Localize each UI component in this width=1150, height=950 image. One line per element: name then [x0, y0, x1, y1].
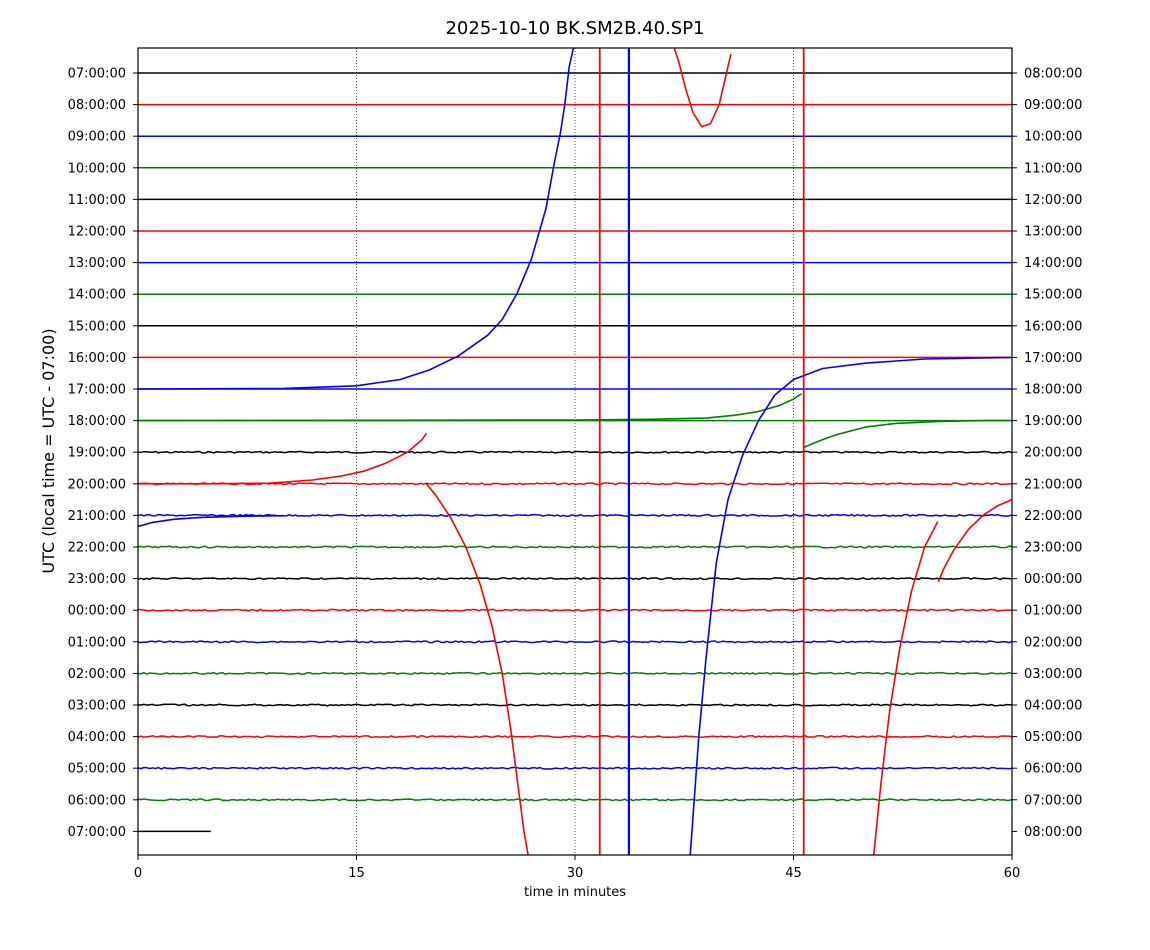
left-tick-label: 13:00:00	[68, 256, 126, 271]
left-tick-label: 06:00:00	[68, 793, 126, 808]
event-curve	[138, 48, 575, 390]
left-tick-label: 22:00:00	[68, 541, 126, 556]
right-tick-label: 16:00:00	[1024, 319, 1082, 334]
right-tick-label: 03:00:00	[1024, 667, 1082, 682]
right-tick-label: 02:00:00	[1024, 635, 1082, 650]
event-curve	[138, 514, 284, 528]
x-tick-label: 30	[567, 866, 584, 881]
row-trace	[138, 766, 1012, 770]
left-tick-label: 10:00:00	[68, 161, 126, 176]
left-tick-label: 18:00:00	[68, 414, 126, 429]
left-tick-label: 15:00:00	[68, 319, 126, 334]
right-tick-label: 15:00:00	[1024, 288, 1082, 303]
right-tick-label: 01:00:00	[1024, 604, 1082, 619]
left-tick-label: 12:00:00	[68, 225, 126, 240]
left-tick-label: 00:00:00	[68, 604, 126, 619]
left-tick-label: 02:00:00	[68, 667, 126, 682]
right-tick-label: 09:00:00	[1024, 98, 1082, 113]
right-tick-label: 23:00:00	[1024, 541, 1082, 556]
x-axis-label: time in minutes	[524, 885, 626, 900]
right-tick-label: 08:00:00	[1024, 67, 1082, 82]
x-tick-label: 45	[785, 866, 802, 881]
right-tick-label: 04:00:00	[1024, 699, 1082, 714]
row-trace	[138, 735, 1012, 739]
right-tick-label: 05:00:00	[1024, 730, 1082, 745]
left-tick-label: 07:00:00	[68, 67, 126, 82]
x-tick-label: 15	[348, 866, 365, 881]
left-tick-label: 21:00:00	[68, 509, 126, 524]
row-traces	[138, 72, 1012, 833]
row-trace	[138, 703, 1012, 707]
right-tick-label: 08:00:00	[1024, 825, 1082, 840]
row-trace	[138, 608, 1012, 612]
left-y-axis: 07:00:00 08:00:00 09:00:00 10:00:00 11:00:00…	[68, 67, 138, 840]
right-tick-label: 21:00:00	[1024, 477, 1082, 492]
left-tick-label: 14:00:00	[68, 288, 126, 303]
row-trace	[138, 450, 1012, 454]
row-trace	[138, 576, 1012, 581]
right-tick-label: 12:00:00	[1024, 193, 1082, 208]
right-tick-label: 14:00:00	[1024, 256, 1082, 271]
y-axis-label: UTC (local time = UTC - 07:00)	[39, 328, 58, 573]
left-tick-label: 20:00:00	[68, 477, 126, 492]
left-tick-label: 11:00:00	[68, 193, 126, 208]
x-tick-label: 60	[1004, 866, 1021, 881]
right-tick-label: 19:00:00	[1024, 414, 1082, 429]
right-tick-label: 22:00:00	[1024, 509, 1082, 524]
left-tick-label: 05:00:00	[68, 762, 126, 777]
event-curve	[937, 498, 1012, 583]
right-tick-label: 13:00:00	[1024, 225, 1082, 240]
row-trace	[138, 640, 1012, 644]
row-trace	[138, 482, 1012, 486]
left-tick-label: 17:00:00	[68, 383, 126, 398]
left-tick-label: 03:00:00	[68, 699, 126, 714]
event-curve	[872, 521, 939, 855]
right-tick-label: 11:00:00	[1024, 161, 1082, 176]
right-tick-label: 18:00:00	[1024, 383, 1082, 398]
left-tick-label: 04:00:00	[68, 730, 126, 745]
event-curve	[138, 432, 428, 485]
right-tick-label: 17:00:00	[1024, 351, 1082, 366]
event-curve	[425, 483, 529, 855]
left-tick-label: 09:00:00	[68, 130, 126, 145]
event-curve	[673, 48, 732, 128]
right-tick-label: 20:00:00	[1024, 446, 1082, 461]
x-axis: 0 15 30 45 60	[134, 855, 1020, 881]
left-tick-label: 19:00:00	[68, 446, 126, 461]
event-curve	[689, 356, 1012, 855]
right-tick-label: 10:00:00	[1024, 130, 1082, 145]
event-curve	[803, 419, 1012, 449]
chart-title: 2025-10-10 BK.SM2B.40.SP1	[445, 18, 704, 39]
x-tick-label: 0	[134, 866, 142, 881]
left-tick-label: 07:00:00	[68, 825, 126, 840]
right-tick-label: 00:00:00	[1024, 572, 1082, 587]
row-trace	[138, 671, 1012, 676]
left-tick-label: 08:00:00	[68, 98, 126, 113]
row-trace	[138, 545, 1012, 549]
right-y-axis: 08:00:00 09:00:00 10:00:00 11:00:00 12:00:00…	[1012, 67, 1082, 840]
right-tick-label: 06:00:00	[1024, 762, 1082, 777]
right-tick-label: 07:00:00	[1024, 793, 1082, 808]
left-tick-label: 01:00:00	[68, 635, 126, 650]
row-trace	[138, 798, 1012, 802]
left-tick-label: 16:00:00	[68, 351, 126, 366]
vertical-gridlines	[356, 48, 794, 855]
event-curves	[138, 48, 1012, 855]
left-tick-label: 23:00:00	[68, 572, 126, 587]
